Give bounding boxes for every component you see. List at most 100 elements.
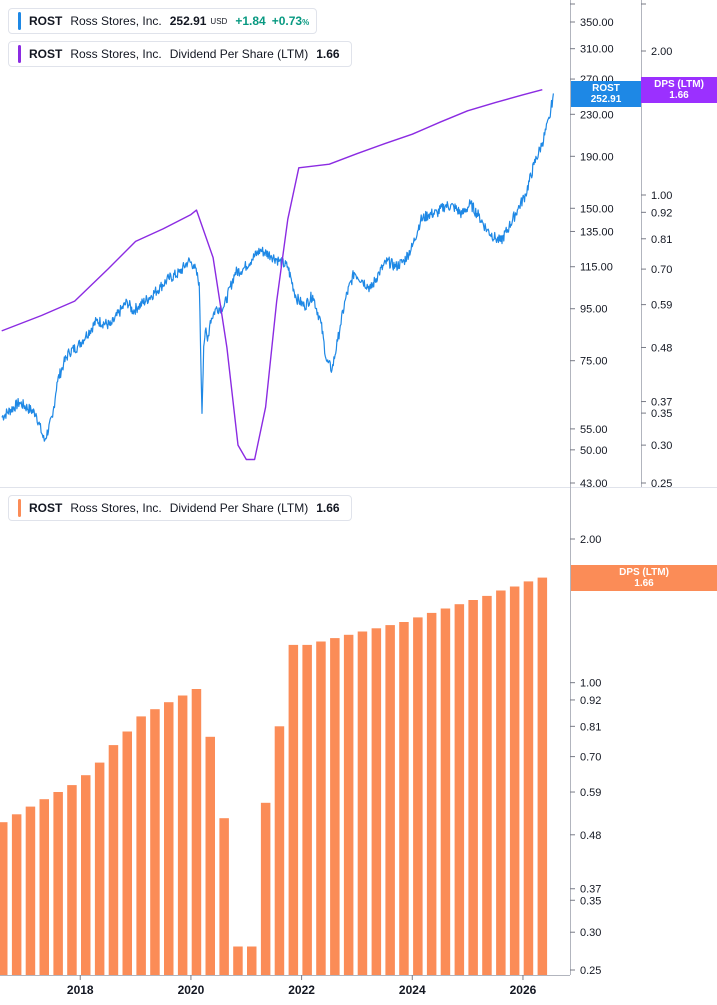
time-axis-label: 2026 [510, 983, 537, 997]
dps-legend-top-metric: Dividend Per Share (LTM) [169, 47, 309, 61]
dps-axis-label: 0.35 [651, 408, 672, 420]
bar-axis-label: 0.92 [580, 695, 601, 707]
dps-legend-bottom-name: Ross Stores, Inc. [70, 501, 162, 515]
price-last-value-tag: ROST 252.91 [571, 81, 641, 107]
dps-legend-bottom-symbol: ROST [29, 501, 63, 515]
dps-legend-bottom-swatch [18, 499, 21, 517]
price-legend[interactable]: ROST Ross Stores, Inc. 252.91 USD +1.84 … [8, 8, 318, 34]
dps-bar [247, 946, 257, 975]
dps-legend-top-symbol: ROST [29, 47, 63, 61]
dps-bar [302, 644, 312, 975]
dps-axis-label: 1.00 [651, 190, 672, 202]
price-legend-value: 252.91 [169, 14, 207, 28]
dps-bar [39, 799, 49, 975]
dps-bar [274, 726, 285, 975]
bar-axis-label: 0.81 [580, 721, 601, 733]
dps-bar [426, 612, 437, 975]
dps-bar [191, 689, 202, 975]
dps-bar [371, 628, 382, 975]
price-axis-label: 135.00 [580, 226, 614, 238]
dps-bar [177, 695, 188, 975]
price-axis-label: 43.00 [580, 478, 608, 490]
bar-axis-label: 0.25 [580, 965, 601, 977]
dps-bar [482, 595, 492, 975]
price-series-line [1, 93, 554, 442]
dps-bottom-last-value-tag: DPS (LTM) 1.66 [571, 565, 717, 591]
dps-legend-bottom[interactable]: ROST Ross Stores, Inc. Dividend Per Shar… [8, 495, 352, 521]
dps-bar [357, 631, 368, 975]
dps-bar [164, 702, 174, 975]
time-axis-label: 2018 [67, 983, 94, 997]
dps-bar [399, 622, 409, 975]
dps-bar [523, 581, 534, 975]
price-legend-swatch [18, 12, 21, 30]
dps-bar [81, 775, 91, 975]
dps-axis-label: 0.37 [651, 397, 672, 409]
time-axis-label: 2022 [288, 983, 315, 997]
time-axis-label: 2024 [399, 983, 426, 997]
dps-legend-bottom-value: 1.66 [316, 501, 340, 515]
dps-bar [496, 590, 506, 975]
dps-top-tag-label: DPS (LTM) [654, 79, 704, 90]
dps-legend-bottom-metric: Dividend Per Share (LTM) [169, 501, 309, 515]
dps-bar [94, 762, 105, 975]
bar-axis-label: 0.70 [580, 752, 601, 764]
price-axis-label: 95.00 [580, 304, 608, 316]
dps-legend-top[interactable]: ROST Ross Stores, Inc. Dividend Per Shar… [8, 41, 352, 67]
dps-bar [205, 736, 215, 975]
dps-bar [67, 785, 77, 975]
dps-bar [440, 608, 451, 975]
dps-bar [25, 806, 36, 975]
price-legend-currency: USD [210, 16, 228, 26]
dps-top-last-value-tag: DPS (LTM) 1.66 [641, 77, 717, 103]
dps-legend-top-name: Ross Stores, Inc. [70, 47, 162, 61]
price-axis-label: 115.00 [580, 262, 613, 274]
bar-axis-label: 0.37 [580, 884, 601, 896]
dps-bar [260, 802, 271, 975]
dps-bar [11, 814, 22, 975]
dps-bar [0, 822, 8, 975]
dps-bar [53, 792, 63, 975]
dps-bar [108, 745, 119, 975]
price-legend-pct-sign: % [302, 18, 310, 27]
price-legend-name: Ross Stores, Inc. [70, 14, 162, 28]
dps-axis-label: 0.81 [651, 234, 672, 246]
dps-axis-label: 0.59 [651, 300, 672, 312]
dps-top-tag-value: 1.66 [669, 90, 689, 101]
dps-bar [122, 731, 132, 975]
bar-axis-label: 0.48 [580, 830, 601, 842]
dps-axis-label: 2.00 [651, 46, 672, 58]
time-axis-label: 2020 [178, 983, 205, 997]
price-legend-change-pct: +0.73% [272, 14, 310, 28]
price-axis-label: 230.00 [580, 109, 614, 121]
price-axis-label: 310.00 [580, 44, 614, 56]
dps-legend-top-swatch [18, 45, 21, 63]
dps-bar [330, 638, 340, 975]
price-axis-label: 190.00 [580, 151, 614, 163]
bar-axis-label: 0.30 [580, 927, 601, 939]
bar-axis-label: 2.00 [580, 534, 601, 546]
price-legend-change: +1.84 [235, 14, 266, 28]
price-tag-symbol: ROST [592, 83, 620, 94]
price-axis-label: 150.00 [580, 203, 614, 215]
dps-bottom-tag-value: 1.66 [634, 578, 654, 589]
price-axis-label: 350.00 [580, 17, 614, 29]
price-tag-value: 252.91 [590, 94, 622, 105]
dps-axis-label: 0.70 [651, 264, 672, 276]
dps-bar [385, 625, 395, 975]
dps-axis-label: 0.30 [651, 440, 672, 452]
dps-bar [454, 604, 465, 975]
dps-bar [150, 709, 160, 975]
dps-legend-top-value: 1.66 [316, 47, 340, 61]
dps-axis-label: 0.48 [651, 342, 672, 354]
dps-bar [343, 634, 354, 975]
bar-axis-label: 0.35 [580, 895, 601, 907]
bar-axis-label: 1.00 [580, 678, 601, 690]
dps-series-line [1, 89, 543, 461]
dps-bar [468, 600, 478, 975]
price-axis-label: 55.00 [580, 424, 608, 436]
dps-bar [509, 586, 520, 975]
price-legend-symbol: ROST [29, 14, 63, 28]
bar-axis-label: 0.59 [580, 787, 601, 799]
